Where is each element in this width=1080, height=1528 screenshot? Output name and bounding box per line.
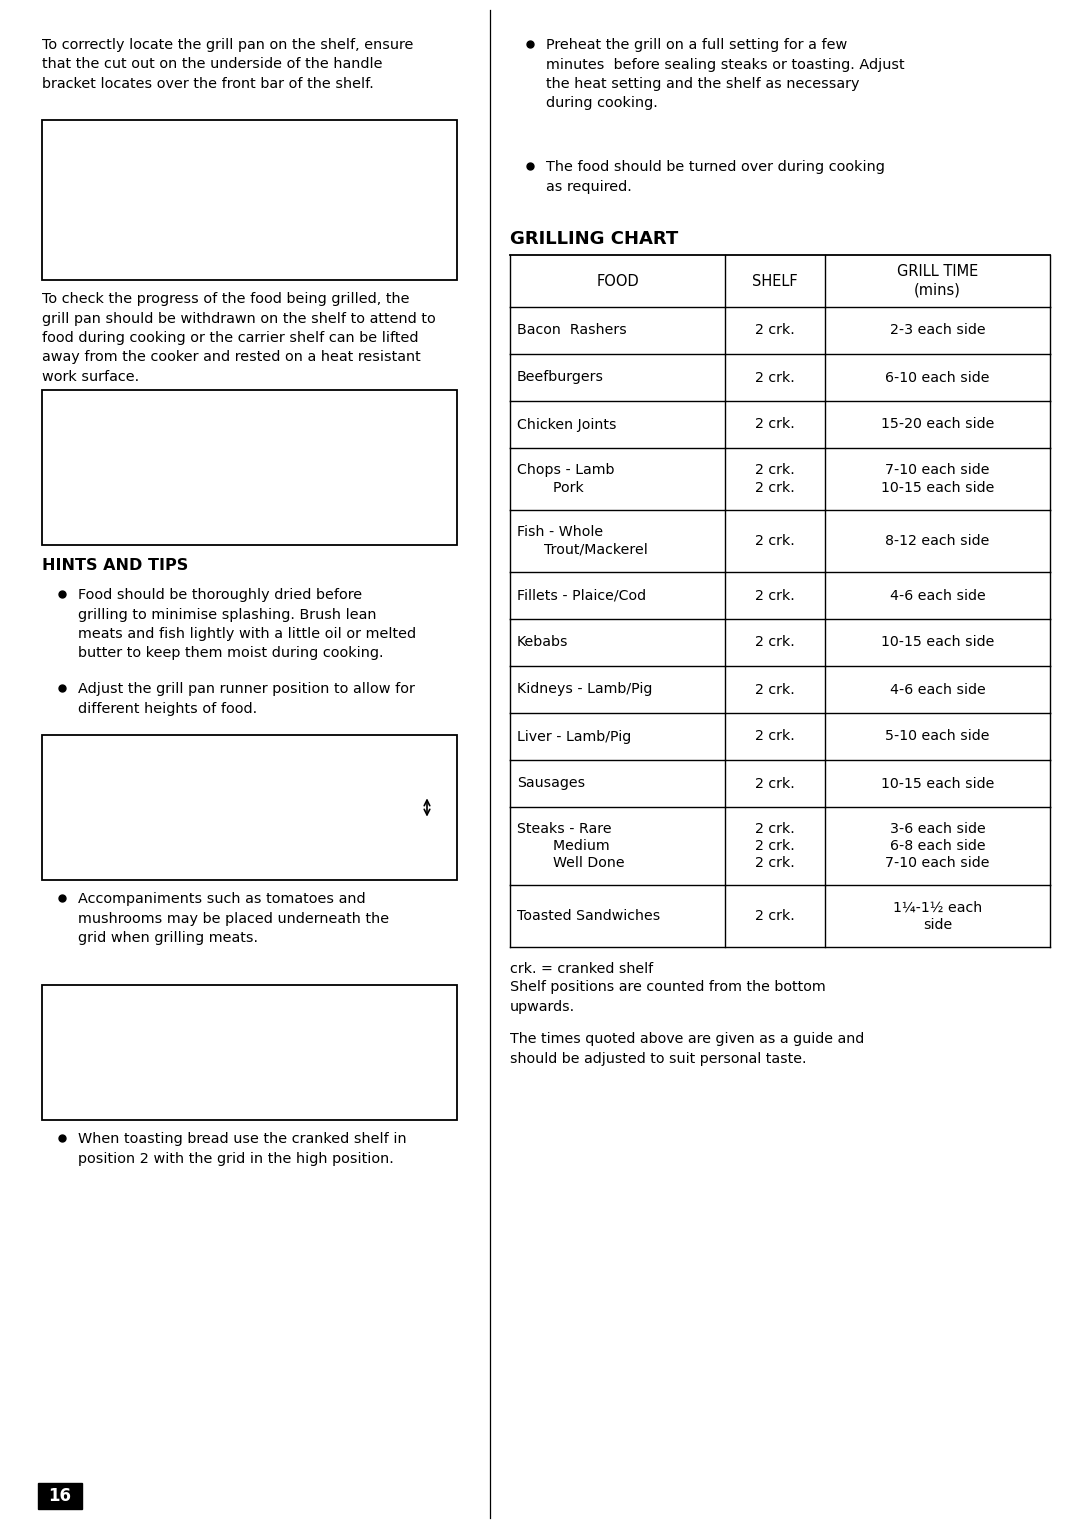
Bar [42,735,457,880]
Text: Sausages: Sausages [517,776,585,790]
Text: 1¼-1½ each
side: 1¼-1½ each side [893,900,982,932]
Text: GRILLING CHART: GRILLING CHART [510,231,678,248]
Text: HINTS AND TIPS: HINTS AND TIPS [42,558,188,573]
Text: Food should be thoroughly dried before
grilling to minimise splashing. Brush lea: Food should be thoroughly dried before g… [78,588,416,660]
Text: 2 crk.: 2 crk. [755,588,795,602]
Bar [42,121,457,280]
Text: 2 crk.: 2 crk. [755,683,795,697]
Text: When toasting bread use the cranked shelf in
position 2 with the grid in the hig: When toasting bread use the cranked shel… [78,1132,407,1166]
Text: Kidneys - Lamb/Pig: Kidneys - Lamb/Pig [517,683,652,697]
Text: 2 crk.: 2 crk. [755,909,795,923]
Text: 10-15 each side: 10-15 each side [881,776,995,790]
Text: 2 crk.: 2 crk. [755,636,795,649]
Text: 2 crk.: 2 crk. [755,729,795,744]
Text: Kebabs: Kebabs [517,636,568,649]
Text: 5-10 each side: 5-10 each side [886,729,989,744]
Bar [42,390,457,545]
Text: Chicken Joints: Chicken Joints [517,417,617,431]
Text: To correctly locate the grill pan on the shelf, ensure
that the cut out on the u: To correctly locate the grill pan on the… [42,38,414,92]
Text: crk. = cranked shelf: crk. = cranked shelf [510,963,653,976]
Text: 2 crk.: 2 crk. [755,370,795,385]
Text: The food should be turned over during cooking
as required.: The food should be turned over during co… [546,160,885,194]
Text: Accompaniments such as tomatoes and
mushrooms may be placed underneath the
grid : Accompaniments such as tomatoes and mush… [78,892,389,944]
Text: FOOD: FOOD [596,274,639,289]
Text: Shelf positions are counted from the bottom
upwards.: Shelf positions are counted from the bot… [510,979,826,1013]
Text: 2 crk.
2 crk.: 2 crk. 2 crk. [755,463,795,495]
Text: 2 crk.
2 crk.
2 crk.: 2 crk. 2 crk. 2 crk. [755,822,795,871]
Text: 2 crk.: 2 crk. [755,533,795,549]
Text: Beefburgers: Beefburgers [517,370,604,385]
Text: Adjust the grill pan runner position to allow for
different heights of food.: Adjust the grill pan runner position to … [78,681,415,715]
Text: Fish - Whole
      Trout/Mackerel: Fish - Whole Trout/Mackerel [517,526,648,556]
Text: 4-6 each side: 4-6 each side [890,588,985,602]
Text: 15-20 each side: 15-20 each side [881,417,995,431]
Text: 4-6 each side: 4-6 each side [890,683,985,697]
Text: To check the progress of the food being grilled, the
grill pan should be withdra: To check the progress of the food being … [42,292,435,384]
Text: 7-10 each side
10-15 each side: 7-10 each side 10-15 each side [881,463,995,495]
Text: Liver - Lamb/Pig: Liver - Lamb/Pig [517,729,631,744]
Text: 3-6 each side
6-8 each side
7-10 each side: 3-6 each side 6-8 each side 7-10 each si… [886,822,989,871]
Text: 6-10 each side: 6-10 each side [886,370,989,385]
Text: Chops - Lamb
        Pork: Chops - Lamb Pork [517,463,615,495]
Text: SHELF: SHELF [752,274,798,289]
Text: Toasted Sandwiches: Toasted Sandwiches [517,909,660,923]
Bar [42,986,457,1120]
Text: 8-12 each side: 8-12 each side [886,533,989,549]
Text: 2 crk.: 2 crk. [755,417,795,431]
Bar [38,1484,82,1510]
Text: 16: 16 [49,1487,71,1505]
Text: 2 crk.: 2 crk. [755,776,795,790]
Text: 10-15 each side: 10-15 each side [881,636,995,649]
Text: GRILL TIME
(mins): GRILL TIME (mins) [896,264,978,298]
Text: Fillets - Plaice/Cod: Fillets - Plaice/Cod [517,588,646,602]
Text: 2 crk.: 2 crk. [755,324,795,338]
Text: The times quoted above are given as a guide and
should be adjusted to suit perso: The times quoted above are given as a gu… [510,1031,864,1065]
Text: Bacon  Rashers: Bacon Rashers [517,324,626,338]
Text: Preheat the grill on a full setting for a few
minutes  before sealing steaks or : Preheat the grill on a full setting for … [546,38,905,110]
Text: 2-3 each side: 2-3 each side [890,324,985,338]
Text: Steaks - Rare
        Medium
        Well Done: Steaks - Rare Medium Well Done [517,822,624,871]
